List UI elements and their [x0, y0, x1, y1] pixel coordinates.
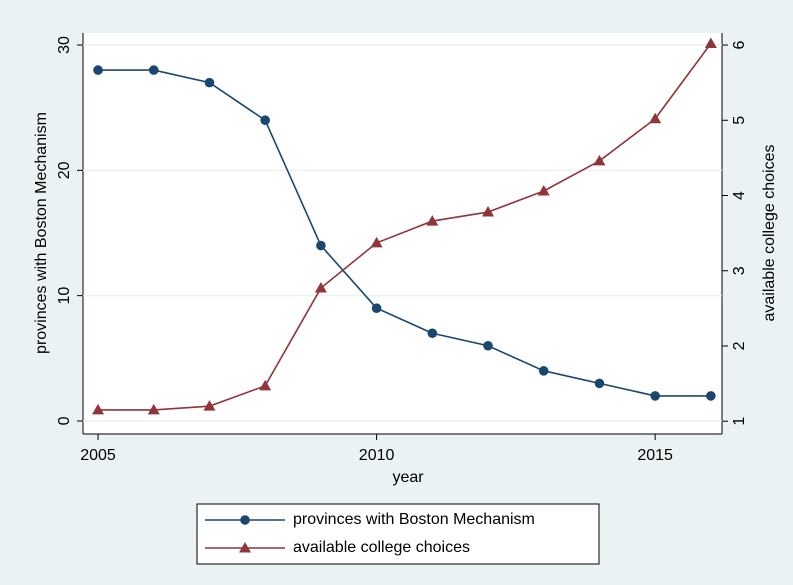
- marker: [148, 65, 159, 75]
- marker: [483, 340, 493, 351]
- legend-marker: [239, 542, 251, 553]
- y2-tick-label: 1: [731, 417, 748, 426]
- marker: [537, 184, 550, 196]
- legend: [196, 503, 600, 565]
- marker: [93, 65, 103, 75]
- marker: [314, 282, 327, 293]
- legend-marker: [240, 515, 250, 525]
- y2-axis-title: available college choices: [761, 145, 778, 322]
- y2-tick-label: 3: [731, 266, 748, 275]
- marker: [426, 215, 439, 226]
- marker: [147, 403, 160, 415]
- y-axis-title: provinces with Boston Mechanism: [33, 112, 50, 354]
- marker: [316, 240, 326, 251]
- x-tick-label: 2015: [637, 447, 673, 464]
- marker: [650, 391, 660, 401]
- marker: [538, 366, 549, 376]
- legend-label: provinces with Boston Mechanism: [293, 511, 535, 528]
- y-tick-label: 0: [56, 416, 73, 425]
- marker: [260, 115, 270, 126]
- marker: [704, 37, 717, 49]
- y2-tick-label: 6: [731, 40, 748, 49]
- y2-tick-label: 4: [731, 191, 748, 200]
- series-line: [98, 43, 712, 411]
- marker: [204, 77, 215, 88]
- y-tick-label: 10: [56, 287, 73, 305]
- legend-label: available college choices: [293, 539, 470, 556]
- y2-tick-label: 2: [731, 341, 748, 350]
- marker: [203, 400, 216, 411]
- marker: [482, 206, 495, 217]
- marker: [427, 328, 438, 339]
- marker: [259, 379, 272, 391]
- series-line: [98, 69, 711, 397]
- marker: [706, 391, 716, 401]
- x-tick-label: 2010: [359, 447, 395, 464]
- marker: [92, 403, 105, 415]
- marker: [594, 378, 605, 389]
- x-axis-title: year: [392, 469, 424, 486]
- y-tick-label: 30: [56, 36, 73, 54]
- x-tick-label: 2005: [80, 447, 116, 464]
- marker: [649, 112, 662, 124]
- y-tick-label: 20: [56, 161, 73, 179]
- marker: [370, 236, 383, 248]
- marker: [371, 303, 382, 313]
- marker: [593, 154, 606, 166]
- y2-tick-label: 5: [731, 116, 748, 125]
